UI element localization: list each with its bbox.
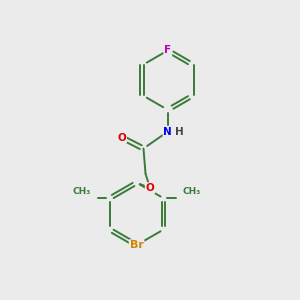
Text: H: H: [175, 127, 184, 136]
Text: CH₃: CH₃: [72, 187, 91, 196]
Text: N: N: [164, 127, 172, 136]
Text: O: O: [146, 183, 154, 193]
Text: F: F: [164, 45, 171, 56]
Text: O: O: [117, 133, 126, 142]
Text: Br: Br: [130, 240, 144, 250]
Text: CH₃: CH₃: [183, 187, 201, 196]
